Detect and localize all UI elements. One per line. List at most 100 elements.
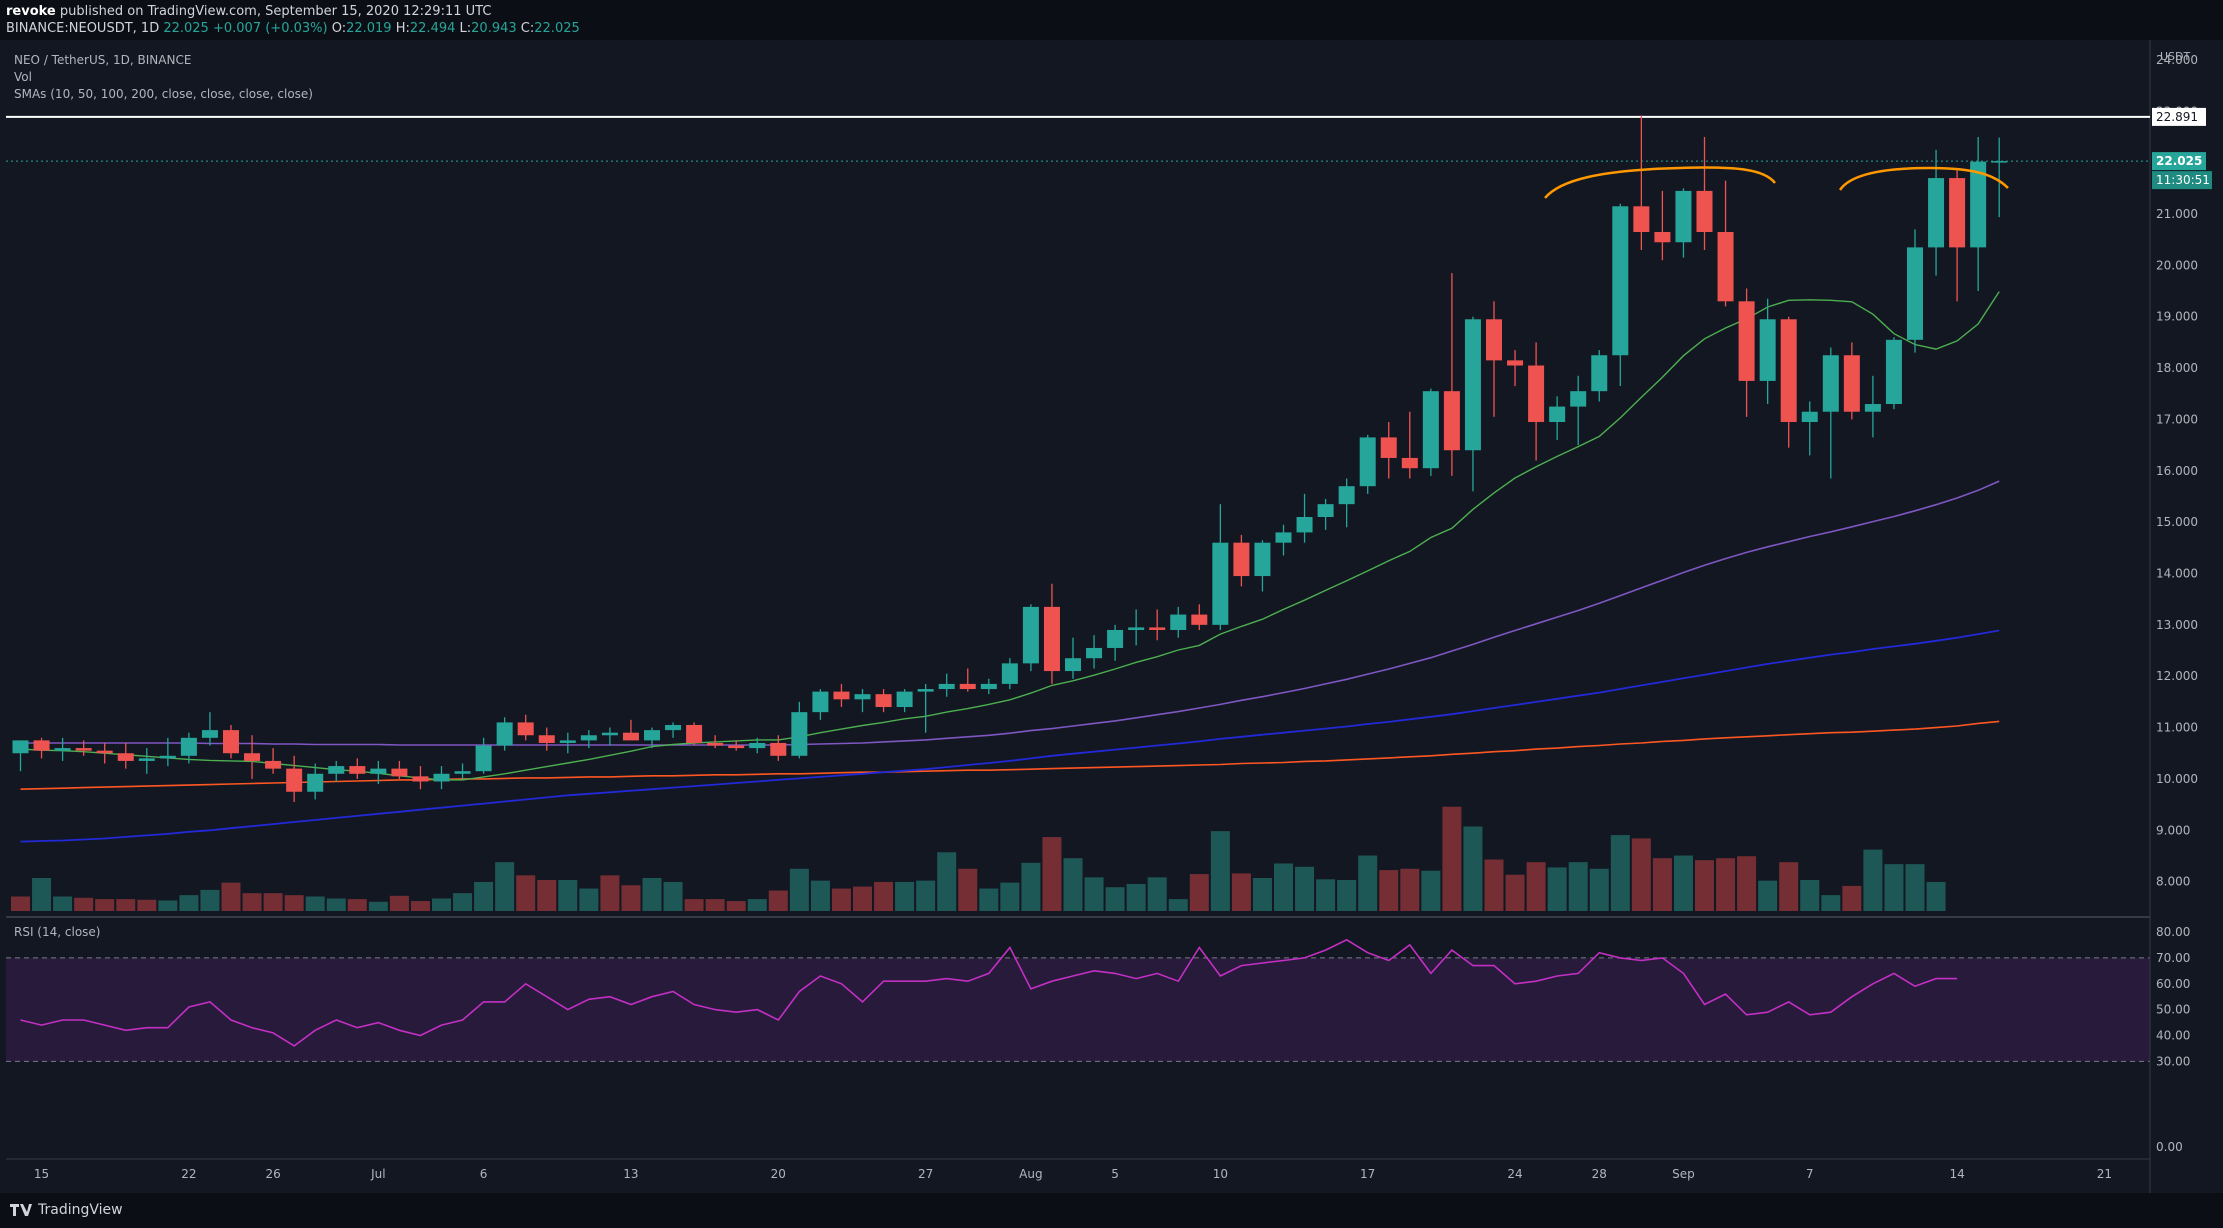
volume-bar <box>221 882 241 911</box>
candle-body <box>749 742 766 749</box>
rsi-tick-label: 30.00 <box>2156 1054 2190 1068</box>
volume-bar <box>53 896 73 911</box>
price-tick-label: 10.000 <box>2156 772 2198 786</box>
volume-bar <box>1926 881 1946 911</box>
volume-bar <box>242 893 262 911</box>
candle-body <box>180 737 197 756</box>
volume-bar <box>284 895 304 911</box>
price-tick-label: 21.000 <box>2156 207 2198 221</box>
open-value: 22.019 <box>346 21 392 36</box>
low-label: L: <box>459 21 472 36</box>
price-tick-label: 15.000 <box>2156 515 2198 529</box>
candle-body <box>286 768 303 792</box>
candle-body <box>349 766 366 774</box>
volume-bar <box>600 875 620 911</box>
legend-vol: Vol <box>14 70 32 84</box>
volume-bar <box>347 899 367 911</box>
volume-bar <box>1821 895 1841 911</box>
candle-body <box>601 732 618 736</box>
candle-body <box>1675 190 1692 243</box>
volume-bar <box>516 875 536 911</box>
publisher-name[interactable]: revoke <box>6 4 56 19</box>
volume-bar <box>1631 838 1651 911</box>
volume-bar <box>1252 878 1272 911</box>
volume-bar <box>1379 870 1399 911</box>
candle-body <box>517 722 534 736</box>
candle-body <box>1380 437 1397 458</box>
candle-body <box>265 760 282 769</box>
candle-body <box>117 753 134 761</box>
footer-brand[interactable]: TradingView <box>10 1202 123 1218</box>
volume-bar <box>1337 879 1357 911</box>
price-tick-label: 12.000 <box>2156 669 2198 683</box>
sma200-line <box>20 720 2000 790</box>
candle-body <box>1464 319 1481 451</box>
candle-body <box>370 768 387 774</box>
open-label: O: <box>331 21 347 36</box>
candle-body <box>1570 391 1587 407</box>
time-tick-label: 20 <box>771 1167 786 1181</box>
candle-body <box>875 694 892 708</box>
time-tick-label: 21 <box>2097 1167 2112 1181</box>
candle-body <box>1885 339 1902 405</box>
candle-body <box>1191 614 1208 625</box>
volume-bar <box>1589 868 1609 911</box>
price-axis-unit: USDT <box>2160 50 2191 63</box>
candle-body <box>1338 486 1355 505</box>
volume-bar <box>1758 880 1778 911</box>
time-tick-label: 27 <box>918 1167 933 1181</box>
header-price: 22.025 <box>163 21 209 36</box>
volume-bar <box>368 901 388 911</box>
volume-bar <box>579 888 599 911</box>
volume-bar <box>1842 885 1862 911</box>
ohlc-line: BINANCE:NEOUSDT, 1D 22.025 +0.007 (+0.03… <box>6 21 580 36</box>
volume-bar <box>95 899 115 911</box>
time-tick-label: 6 <box>480 1167 488 1181</box>
time-tick-label: 7 <box>1806 1167 1814 1181</box>
volume-bar <box>1505 874 1525 911</box>
volume-bar <box>1063 858 1083 911</box>
countdown-label: 11:30:51 <box>2156 173 2210 187</box>
candle-body <box>686 724 703 743</box>
volume-bar <box>916 880 936 911</box>
candle-body <box>1296 517 1313 533</box>
rsi-tick-label: 80.00 <box>2156 925 2190 939</box>
time-tick-label: 14 <box>1949 1167 1964 1181</box>
volume-bar <box>453 893 473 911</box>
price-tick-label: 19.000 <box>2156 310 2198 324</box>
candle-body <box>1612 206 1629 356</box>
volume-bar <box>726 901 746 911</box>
volume-bar <box>1021 862 1041 911</box>
volume-bar <box>958 868 978 911</box>
high-value: 22.494 <box>409 21 456 36</box>
candle-body <box>33 740 50 751</box>
footer-brand-text: TradingView <box>38 1202 123 1218</box>
volume-bar <box>1610 835 1630 911</box>
candle-body <box>75 748 92 751</box>
price-chart[interactable]: USDT24.00023.00022.00021.00020.00019.000… <box>0 40 2223 1193</box>
candle-body <box>854 694 871 700</box>
price-tick-label: 17.000 <box>2156 412 2198 426</box>
volume-bar <box>1295 866 1315 911</box>
candle-body <box>496 722 513 746</box>
candle-body <box>1254 542 1271 577</box>
candle-body <box>1843 355 1860 412</box>
candle-body <box>328 766 345 774</box>
volume-bar <box>1905 864 1925 911</box>
countdown-label-box <box>2152 171 2212 190</box>
volume-bar <box>810 880 830 911</box>
time-tick-label: 10 <box>1213 1167 1228 1181</box>
volume-bar <box>1737 856 1757 911</box>
volume-bar <box>432 898 451 911</box>
candle-body <box>1970 161 1987 248</box>
volume-bar <box>831 888 851 911</box>
price-tick-label: 14.000 <box>2156 566 2198 580</box>
volume-bar <box>1231 873 1251 911</box>
candle-body <box>791 712 808 756</box>
candle-body <box>917 689 934 692</box>
volume-bar <box>1042 837 1062 911</box>
header-bar: revoke published on TradingView.com, Sep… <box>0 0 2223 40</box>
volume-bar <box>263 893 283 911</box>
legend-title: NEO / TetherUS, 1D, BINANCE <box>14 53 192 67</box>
volume-bar <box>179 895 199 911</box>
